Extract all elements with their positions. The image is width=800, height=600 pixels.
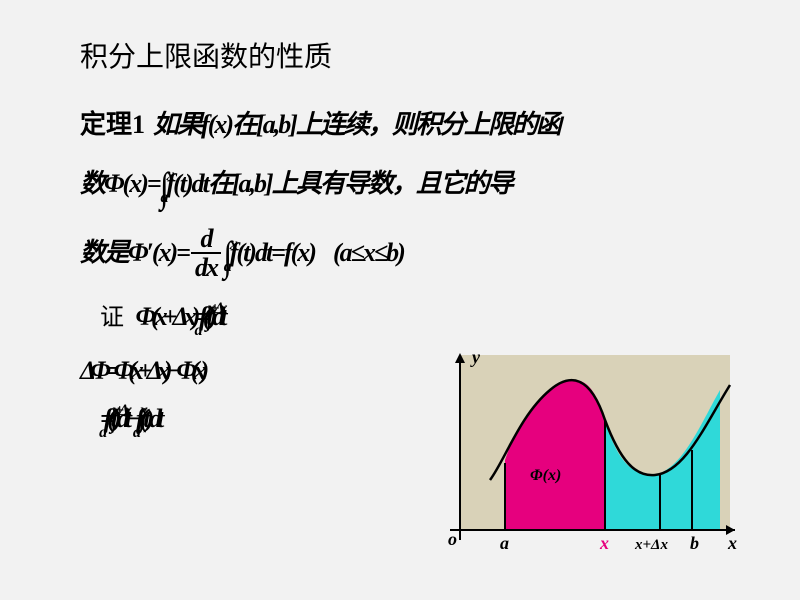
b-tick: b bbox=[690, 533, 699, 553]
y-label: y bbox=[470, 347, 481, 367]
o-label: o bbox=[448, 529, 457, 549]
fraction: ddx bbox=[191, 226, 221, 283]
theorem-text: 定理1如果f(x)在[a,b]上连续，则积分上限的函 数Φ(x)=∫xaf(t)… bbox=[80, 97, 740, 290]
x-tick: x bbox=[599, 533, 609, 553]
proof-label: 证 bbox=[100, 305, 124, 331]
x-axis-label: x bbox=[727, 533, 737, 553]
a-tick: a bbox=[500, 533, 509, 553]
theorem-label: 定理1 bbox=[80, 110, 145, 139]
section-title: 积分上限函数的性质 bbox=[80, 35, 740, 75]
integral-figure: o y x a x x+Δx b Φ(x) bbox=[430, 345, 740, 565]
proof-line-1: 证 Φ(x+Δx)=∫x+Δxa f(t)dt bbox=[100, 296, 740, 344]
phi-label: Φ(x) bbox=[530, 467, 561, 484]
xdx-tick: x+Δx bbox=[634, 537, 668, 553]
